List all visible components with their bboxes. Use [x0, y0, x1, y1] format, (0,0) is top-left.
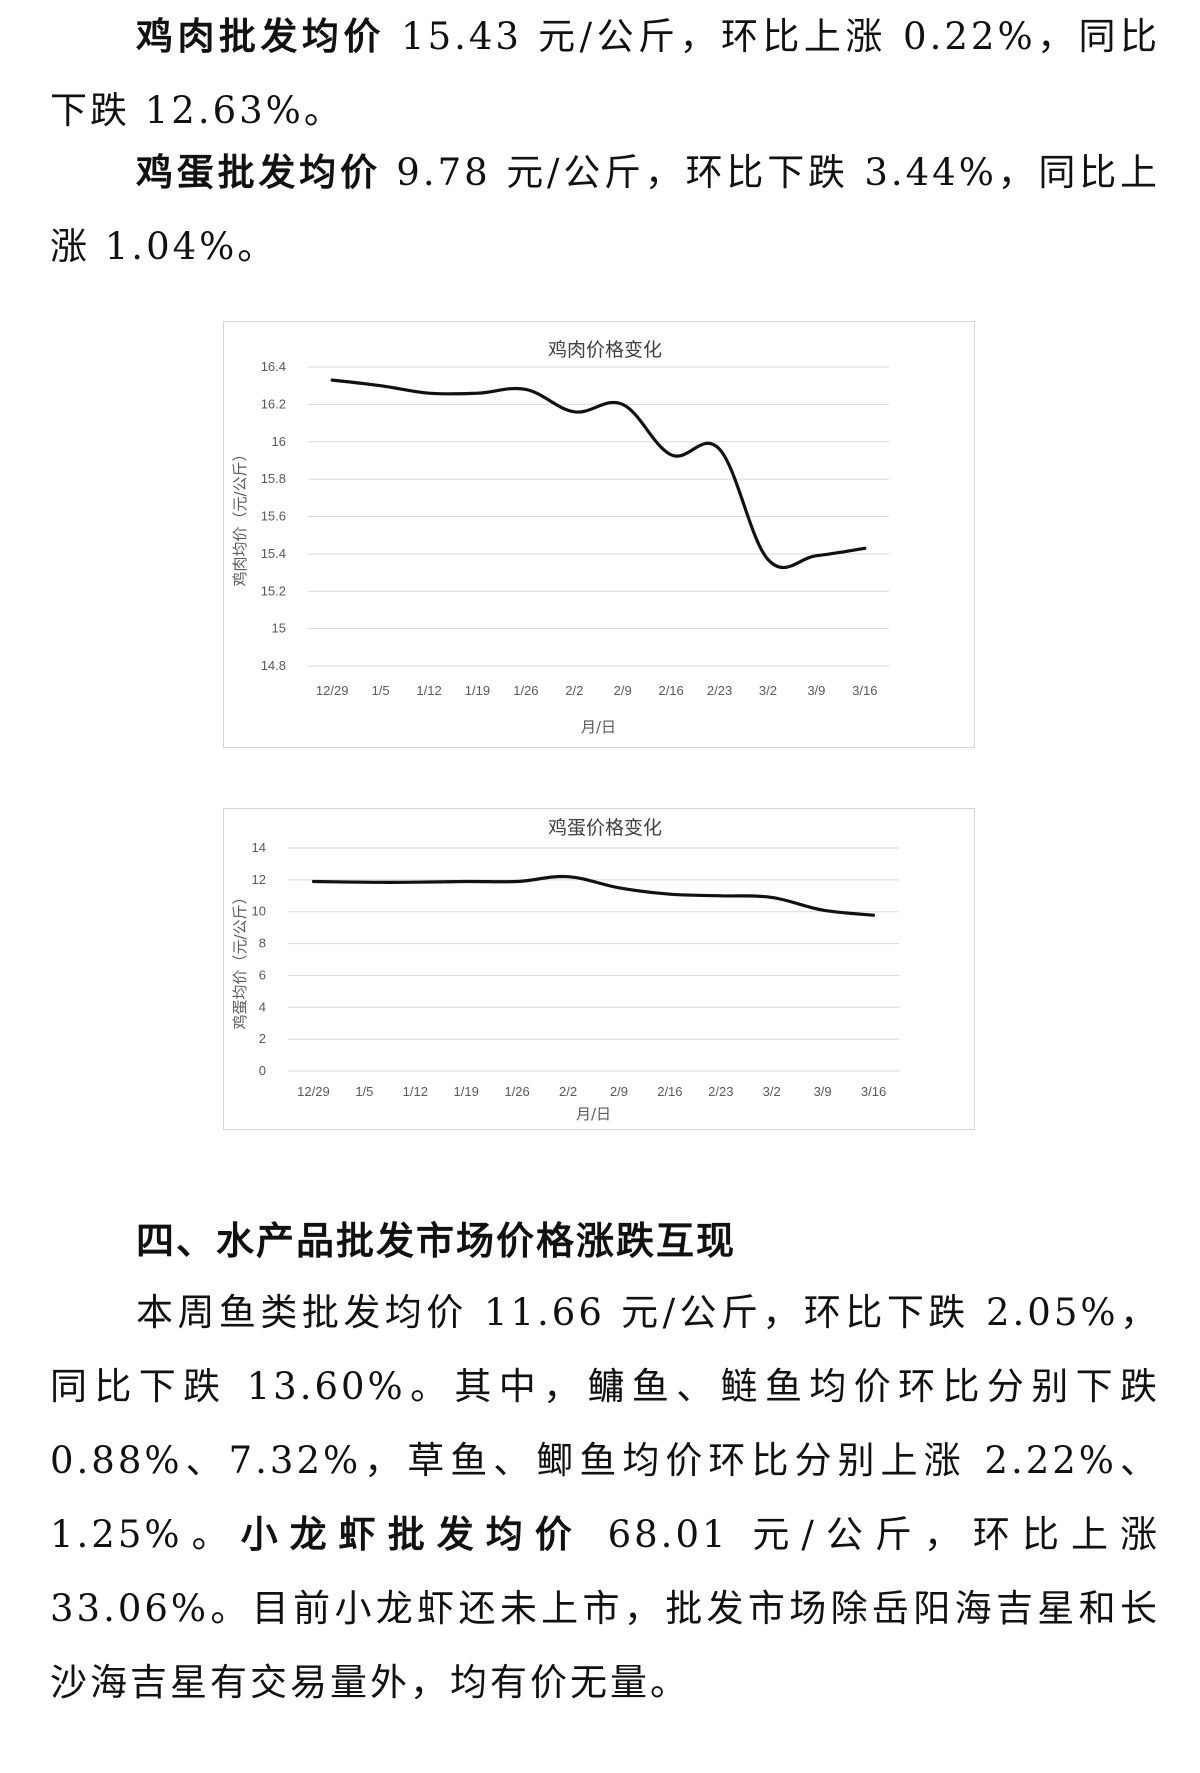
x-tick-label: 3/9: [807, 683, 825, 698]
x-tick-label: 3/9: [814, 1084, 832, 1099]
x-tick-label: 2/2: [565, 683, 583, 698]
y-tick-label: 6: [259, 967, 266, 982]
x-tick-label: 2/16: [658, 683, 683, 698]
y-tick-label: 12: [252, 872, 266, 887]
y-tick-label: 16: [272, 434, 286, 449]
x-tick-label: 3/16: [852, 683, 877, 698]
x-tick-label: 1/26: [504, 1084, 529, 1099]
y-tick-label: 14: [252, 840, 266, 855]
chart-title: 鸡蛋价格变化: [548, 817, 662, 839]
y-axis-label: 鸡蛋均价（元/公斤）: [231, 889, 249, 1029]
x-tick-label: 12/29: [316, 683, 349, 698]
x-tick-label: 1/5: [372, 683, 390, 698]
crayfish-price-lead: 小龙虾批发均价: [240, 1513, 584, 1556]
x-axis-label: 月/日: [581, 718, 616, 736]
y-tick-label: 15: [272, 621, 286, 636]
x-tick-label: 12/29: [297, 1084, 330, 1099]
x-tick-label: 3/2: [763, 1084, 781, 1099]
egg-paragraph: 鸡蛋批发均价 9.78 元/公斤，环比下跌 3.44%，同比上涨 1.04%。: [50, 136, 1160, 284]
egg-price-lead: 鸡蛋批发均价: [136, 151, 381, 194]
y-tick-label: 14.8: [261, 658, 286, 673]
y-tick-label: 2: [259, 1031, 266, 1046]
y-tick-label: 10: [252, 904, 266, 919]
y-tick-label: 15.6: [261, 509, 286, 524]
y-tick-label: 16.2: [261, 396, 286, 411]
x-tick-label: 2/9: [614, 683, 632, 698]
section-heading: 四、水产品批发市场价格涨跌互现: [136, 1219, 737, 1263]
x-tick-label: 1/26: [513, 683, 538, 698]
x-tick-label: 2/23: [708, 1084, 733, 1099]
x-tick-label: 1/12: [416, 683, 441, 698]
x-tick-label: 1/19: [465, 683, 490, 698]
y-tick-label: 4: [259, 999, 266, 1014]
fish-price-text: 本周鱼类批发均价 11.66 元/公斤，环比下跌 2.05%，同比下跌 13.6…: [50, 1291, 1160, 1556]
x-tick-label: 2/2: [559, 1084, 577, 1099]
series-line: [330, 378, 867, 570]
y-tick-label: 15.8: [261, 471, 286, 486]
chicken-paragraph: 鸡肉批发均价 15.43 元/公斤，环比上涨 0.22%，同比下跌 12.63%…: [50, 0, 1160, 148]
x-tick-label: 1/12: [403, 1084, 428, 1099]
x-tick-label: 1/5: [355, 1084, 373, 1099]
egg-chart-svg: 鸡蛋价格变化 14 12 10 8 6 4 2 0 鸡蛋均价（元/公斤） 12/29 1/5 1/12 1…: [231, 817, 899, 1123]
x-tick-label: 1/19: [454, 1084, 479, 1099]
y-tick-label: 15.4: [261, 546, 286, 561]
y-tick-label: 8: [259, 936, 266, 951]
y-tick-label: 16.4: [261, 359, 286, 374]
x-tick-label: 2/9: [610, 1084, 628, 1099]
chart-title: 鸡肉价格变化: [548, 339, 662, 361]
y-tick-label: 15.2: [261, 583, 286, 598]
chicken-price-lead: 鸡肉批发均价: [136, 15, 385, 58]
fish-paragraph: 本周鱼类批发均价 11.66 元/公斤，环比下跌 2.05%，同比下跌 13.6…: [50, 1276, 1160, 1720]
chicken-chart-svg: 鸡肉价格变化 16.4 16.2 16 15.8 15.6 15.4 15.2 15 14.8 鸡肉…: [231, 339, 889, 736]
chicken-chart: 鸡肉价格变化 16.4 16.2 16 15.8 15.6 15.4 15.2 15 14.8 鸡肉…: [223, 321, 975, 748]
y-tick-label: 0: [259, 1063, 266, 1078]
x-tick-label: 3/16: [861, 1084, 886, 1099]
x-tick-label: 2/23: [707, 683, 732, 698]
crayfish-price-text: 68.01 元/公斤，环比上涨 33.06%。目前小龙虾还未上市，批发市场除岳阳…: [50, 1513, 1161, 1704]
egg-price-text: 9.78 元/公斤，环比下跌 3.44%，同比上涨 1.04%。: [50, 151, 1161, 268]
egg-chart: 鸡蛋价格变化 14 12 10 8 6 4 2 0 鸡蛋均价（元/公斤） 12/29 1/5 1/12 1…: [223, 808, 975, 1130]
x-axis-label: 月/日: [576, 1105, 611, 1123]
x-tick-label: 2/16: [657, 1084, 682, 1099]
x-tick-label: 3/2: [759, 683, 777, 698]
chicken-price-text: 15.43 元/公斤，环比上涨 0.22%，同比下跌 12.63%。: [50, 15, 1160, 132]
y-axis-label: 鸡肉均价（元/公斤）: [231, 446, 249, 586]
series-line: [311, 874, 876, 917]
